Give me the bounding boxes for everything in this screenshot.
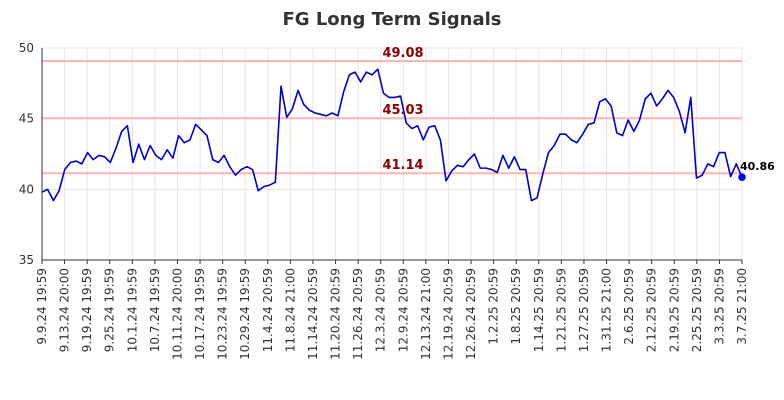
x-tick-label: 12.13.24 21:00 [419,268,433,360]
x-tick-label: 9.9.24 19:59 [35,268,49,345]
x-tick-label: 12.3.24 20:59 [374,268,388,352]
x-tick-label: 9.19.24 19:59 [80,268,94,352]
signal-lines [42,60,742,175]
x-tick-label: 1.8.25 20:59 [509,268,523,345]
y-tick-label: 45 [19,112,34,126]
x-tick-label: 11.26.24 20:59 [351,268,365,360]
x-tick-label: 11.20.24 20:59 [329,268,343,360]
x-tick-label: 2.19.25 20:59 [667,268,681,352]
signal-line-label: 49.08 [382,46,423,61]
x-tick-label: 12.26.24 20:59 [464,268,478,360]
signal-line-label: 45.03 [382,103,423,118]
x-tick-label: 10.11.24 20:00 [170,268,184,360]
signal-line-label: 41.14 [382,158,423,173]
x-tick-label: 1.31.25 21:00 [600,268,614,352]
x-tick-label: 3.7.25 21:00 [735,268,749,345]
axes: 35 40 45 50 9.9.24 19:59 9.13.24 20:00 9.19.24… [19,41,749,360]
y-tick-label: 50 [19,41,34,55]
x-tick-label: 3.3.25 20:59 [712,268,726,345]
x-tick-label: 2.12.25 20:59 [645,268,659,352]
x-tick-label: 9.13.24 20:00 [58,268,72,352]
x-tick-label: 1.21.25 20:59 [554,268,568,352]
series-line [41,68,743,202]
last-point-marker [738,173,746,181]
series [41,68,746,202]
x-tick-label: 11.8.24 21:00 [283,268,297,352]
x-tick-label: 12.19.24 20:59 [441,268,455,360]
chart-title: FG Long Term Signals [283,9,502,30]
x-tick-label: 2.6.25 20:59 [622,268,636,345]
y-tick-label: 35 [19,253,34,267]
grid [41,47,743,261]
x-tick-label: 10.29.24 19:59 [238,268,252,360]
x-tick-label: 9.25.24 19:59 [103,268,117,352]
last-value-label: 40.86 [740,160,775,173]
labels: 49.08 45.03 41.14 40.86 [382,46,775,173]
x-tick-label: 10.7.24 19:59 [148,268,162,352]
x-tick-label: 1.2.25 20:59 [487,268,501,345]
x-tick-label: 2.25.25 20:59 [690,268,704,352]
x-tick-label: 11.4.24 20:59 [261,268,275,352]
x-tick-label: 1.14.25 20:59 [532,268,546,352]
x-tick-label: 10.17.24 19:59 [193,268,207,360]
y-tick-label: 40 [19,182,34,196]
x-tick-label: 10.23.24 19:59 [216,268,230,360]
x-tick-label: 10.1.24 19:59 [125,268,139,352]
x-tick-label: 1.27.25 20:59 [577,268,591,352]
x-tick-label: 11.14.24 20:59 [306,268,320,360]
x-tick-label: 12.9.24 20:59 [396,268,410,352]
